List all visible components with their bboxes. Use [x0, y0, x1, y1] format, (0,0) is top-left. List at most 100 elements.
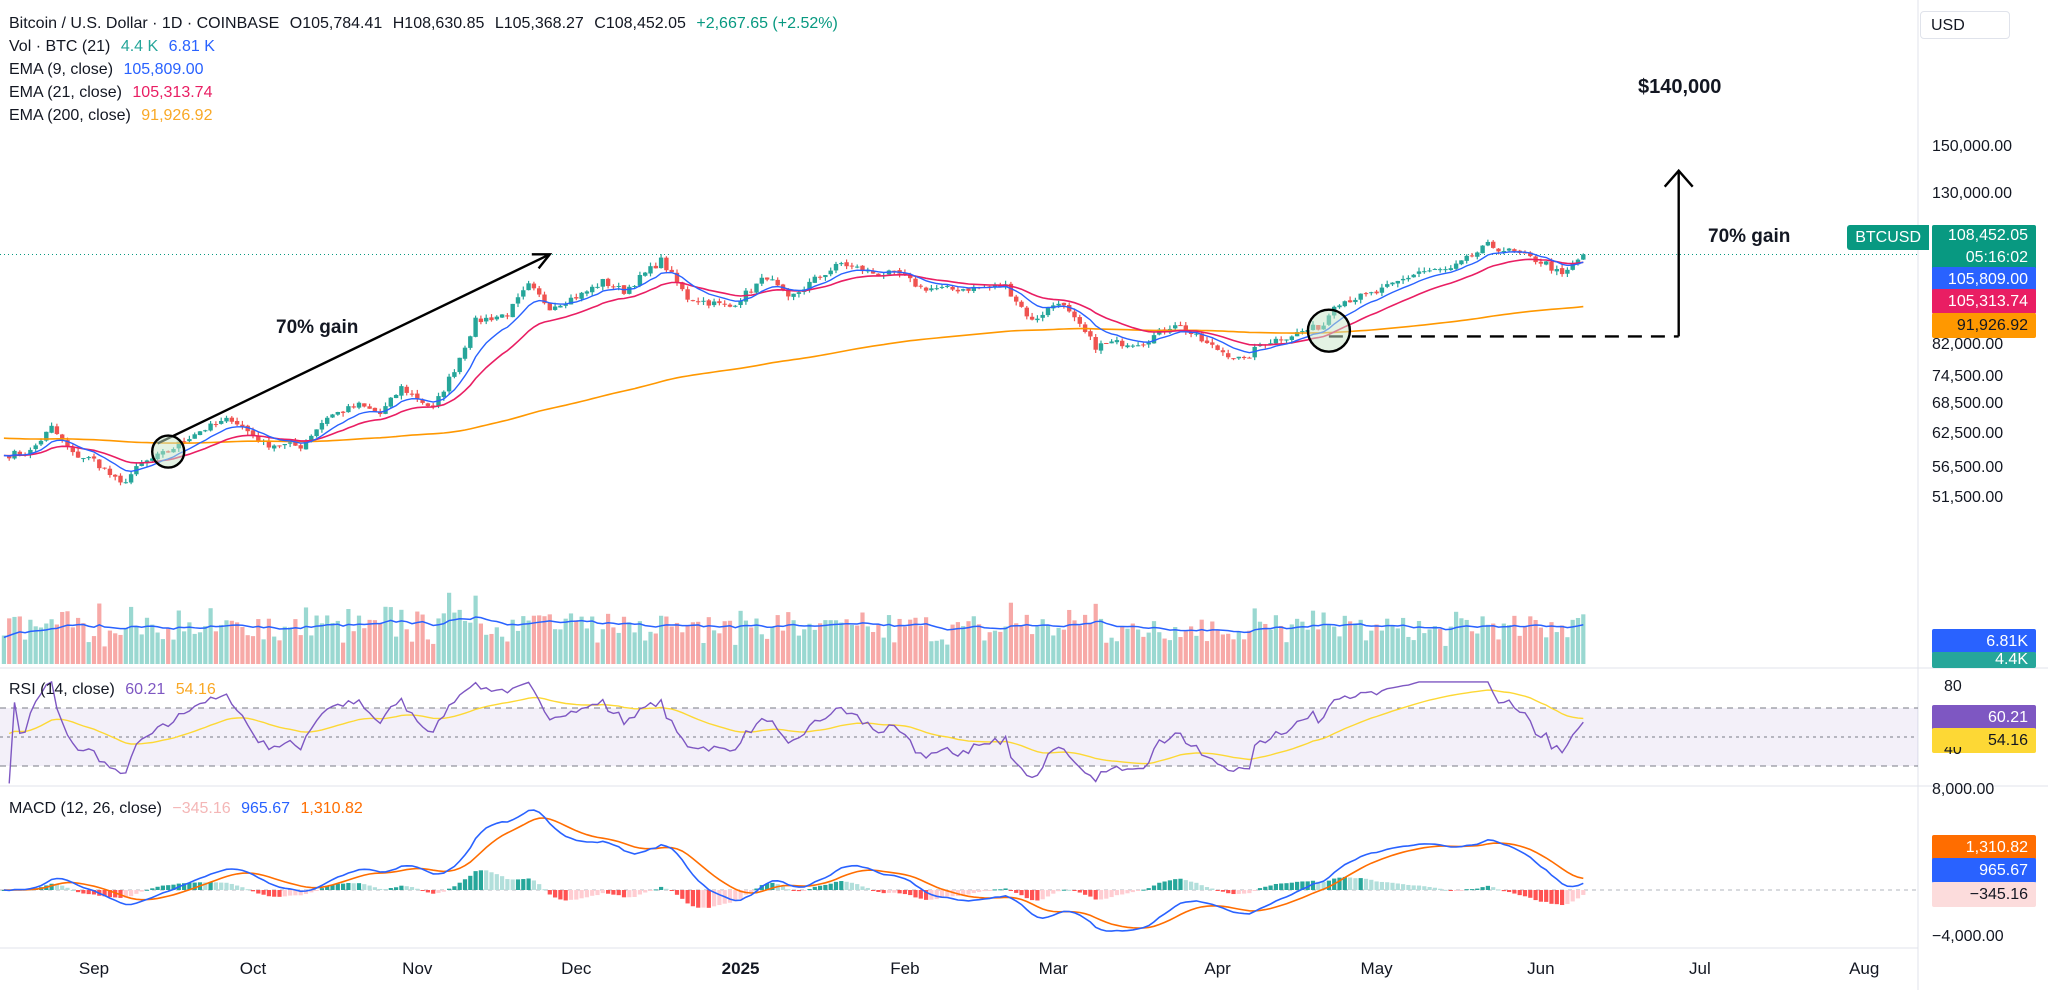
- volume-bar: [706, 617, 711, 664]
- candle: [1427, 267, 1432, 273]
- volume-bar: [420, 614, 425, 664]
- volume-bar: [977, 624, 982, 664]
- volume-bar: [298, 635, 303, 664]
- candle: [563, 301, 568, 309]
- vol-legend: Vol · BTC (21) 4.4 K 6.81 K: [9, 35, 221, 58]
- volume-bar: [28, 619, 33, 664]
- macd-hist-bar: [319, 888, 324, 890]
- currency-selector[interactable]: USD: [1920, 11, 2010, 39]
- volume-bar: [1432, 626, 1437, 664]
- macd-hist-bar: [621, 890, 627, 898]
- candle: [282, 443, 287, 449]
- macd-hist-bar: [298, 890, 303, 896]
- volume-bar: [473, 595, 478, 664]
- volume-bar: [600, 629, 605, 664]
- macd-hist-bar: [1088, 890, 1093, 897]
- vol-label: 4.4K: [1932, 652, 2036, 668]
- candle: [791, 293, 796, 301]
- macd-hist-bar: [1390, 882, 1395, 890]
- macd-hist-bar: [908, 890, 913, 896]
- ema200-price-label: 91,926.92: [1932, 313, 2036, 338]
- macd-hist-bar: [1056, 890, 1061, 892]
- candle: [1485, 239, 1491, 247]
- volume-bar: [696, 621, 701, 664]
- volume-bar: [505, 641, 510, 664]
- macd-hist-bar: [1189, 881, 1194, 890]
- volume-bar: [1067, 609, 1072, 664]
- candle: [44, 431, 49, 442]
- macd-hist-bar: [1353, 878, 1358, 890]
- macd-hist-bar: [478, 870, 483, 890]
- volume-bar: [1295, 618, 1300, 664]
- volume-bar: [1406, 636, 1411, 664]
- macd-hist-bar: [966, 890, 971, 895]
- candle: [1231, 357, 1236, 361]
- macd-hist-bar: [1300, 881, 1305, 890]
- volume-bar: [595, 642, 600, 664]
- time-tick: Mar: [1038, 959, 1068, 978]
- candle: [669, 266, 674, 273]
- rsi-value-label: 60.21: [1932, 705, 2036, 730]
- candle: [335, 411, 340, 416]
- macd-hist-bar: [521, 879, 526, 890]
- macd-hist-bar: [436, 890, 441, 893]
- ohlc-high: H108,630.85: [392, 15, 485, 32]
- macd-hist-bar: [1305, 881, 1310, 890]
- macd-hist-bar: [902, 890, 907, 895]
- macd-hist-bar: [1236, 890, 1241, 894]
- macd-hist-bar: [303, 890, 309, 895]
- macd-hist-bar: [1040, 890, 1045, 900]
- macd-hist-bar: [1120, 890, 1125, 895]
- macd-hist-bar: [1422, 886, 1427, 890]
- volume-bar: [1469, 631, 1475, 664]
- candle: [404, 384, 409, 396]
- volume-bar: [1480, 616, 1485, 664]
- macd-hist-bar: [537, 884, 542, 890]
- volume-bar: [91, 636, 97, 664]
- candle: [844, 259, 849, 270]
- macd-hist-bar: [1560, 890, 1565, 906]
- candle: [314, 429, 319, 438]
- candle: [690, 299, 696, 302]
- macd-hist-bar: [166, 885, 171, 890]
- volume-bar: [1104, 642, 1109, 664]
- ema9-legend-label: EMA (9, close): [9, 61, 114, 78]
- candle: [1077, 314, 1082, 327]
- macd-hist-bar: [1268, 885, 1273, 890]
- volume-bar: [176, 610, 181, 664]
- volume-bar: [81, 623, 86, 664]
- macd-hist-bar: [1279, 883, 1284, 890]
- volume-bar: [690, 622, 695, 664]
- macd-hist-bar: [627, 890, 632, 898]
- macd-hist-bar: [791, 890, 796, 891]
- volume-bar: [187, 622, 192, 664]
- macd-hist-bar: [531, 880, 536, 890]
- macd-hist-bar: [881, 890, 886, 894]
- macd-hist-bar: [229, 883, 234, 890]
- target-label: $140,000: [1638, 76, 1722, 98]
- candle: [749, 288, 754, 294]
- candle: [1395, 280, 1400, 288]
- volume-bar: [1575, 617, 1581, 664]
- candle: [1565, 267, 1570, 277]
- macd-hist-bar: [1512, 890, 1517, 894]
- volume-bar: [118, 634, 123, 664]
- candle: [1109, 339, 1114, 344]
- volume-bar: [1544, 637, 1549, 664]
- volume-bar: [129, 606, 134, 664]
- candle: [113, 474, 118, 481]
- volume-bar: [1279, 625, 1284, 664]
- macd-hist-bar: [796, 890, 801, 892]
- volume-bar: [314, 615, 319, 664]
- macd-hist-bar: [1014, 890, 1019, 893]
- macd-hist-bar: [712, 890, 717, 907]
- volume-bar: [1257, 621, 1263, 664]
- candle: [457, 357, 462, 375]
- macd-hist-bar: [892, 890, 897, 893]
- macd-hist-bar: [144, 889, 150, 891]
- candle: [648, 262, 653, 277]
- volume-bar: [1072, 620, 1077, 664]
- volume-bar: [563, 618, 568, 664]
- candle: [1385, 280, 1390, 289]
